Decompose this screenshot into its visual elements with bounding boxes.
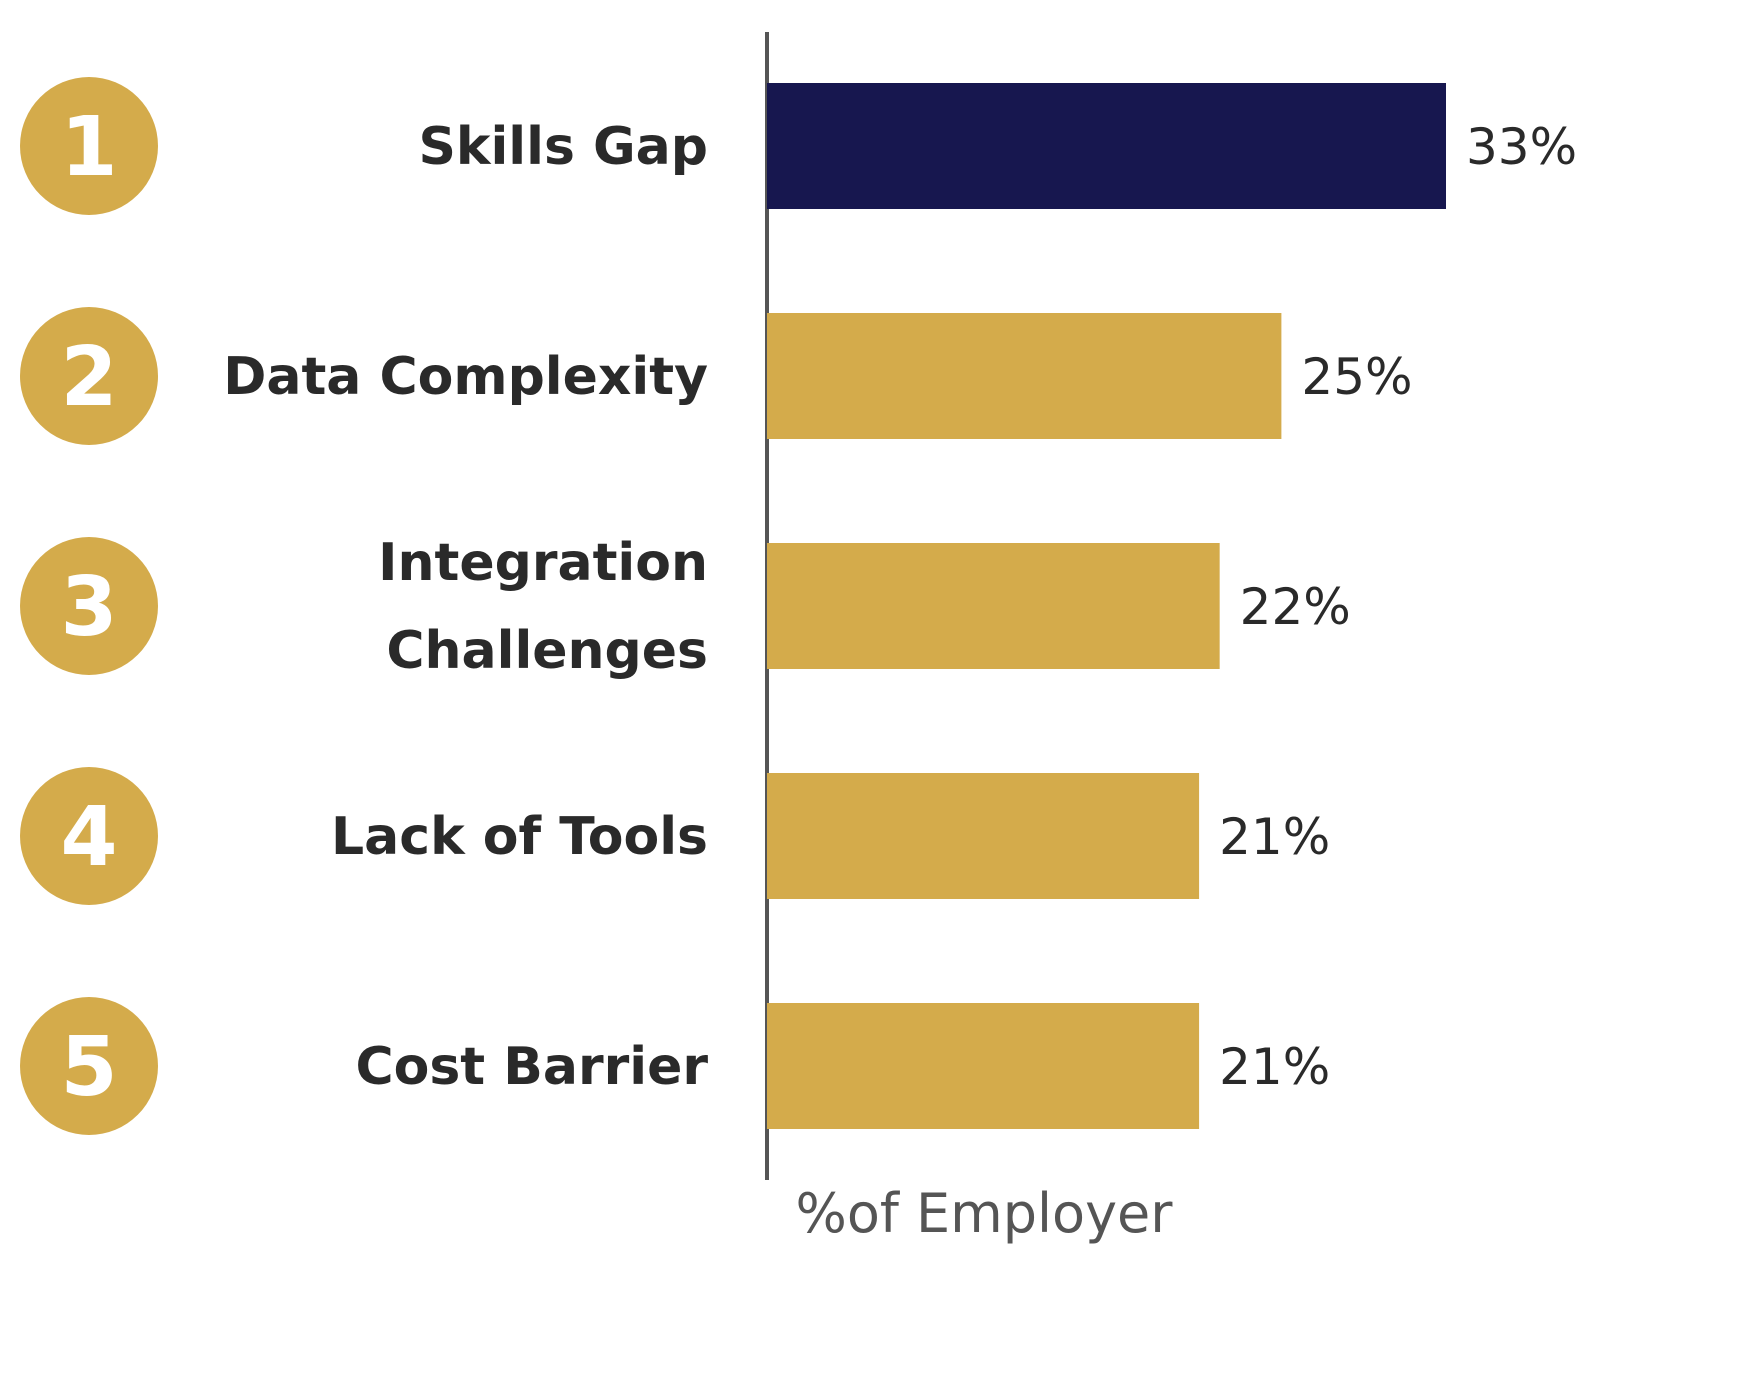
bar — [767, 1003, 1200, 1129]
bar — [767, 773, 1200, 899]
rank-circle — [20, 307, 158, 445]
category-label: Integration — [378, 533, 708, 593]
chart-rows: 1 Skills Gap 33% 2 Data Complexity 25% 3 Integr… — [20, 77, 1577, 1135]
value-label: 22% — [1240, 578, 1351, 636]
rank-circle — [20, 997, 158, 1135]
x-axis-label: %of Employer — [796, 1182, 1174, 1245]
value-label: 25% — [1301, 348, 1412, 406]
rank-number: 3 — [60, 560, 117, 655]
rank-circle — [20, 767, 158, 905]
value-label: 33% — [1466, 118, 1577, 176]
category-label: Data Complexity — [223, 347, 708, 407]
rank-number: 4 — [60, 790, 117, 885]
category-label: Challenges — [386, 621, 708, 681]
rank-number: 2 — [60, 330, 117, 425]
rank-circle — [20, 77, 158, 215]
bar — [767, 543, 1220, 669]
category-label: Cost Barrier — [355, 1037, 708, 1097]
bar — [767, 313, 1282, 439]
rank-circle — [20, 537, 158, 675]
value-label: 21% — [1219, 808, 1330, 866]
value-label: 21% — [1219, 1038, 1330, 1096]
rank-number: 5 — [60, 1020, 117, 1115]
bar — [767, 83, 1446, 209]
category-label: Skills Gap — [418, 117, 708, 177]
category-label: Lack of Tools — [331, 807, 708, 867]
rank-number: 1 — [60, 100, 117, 195]
